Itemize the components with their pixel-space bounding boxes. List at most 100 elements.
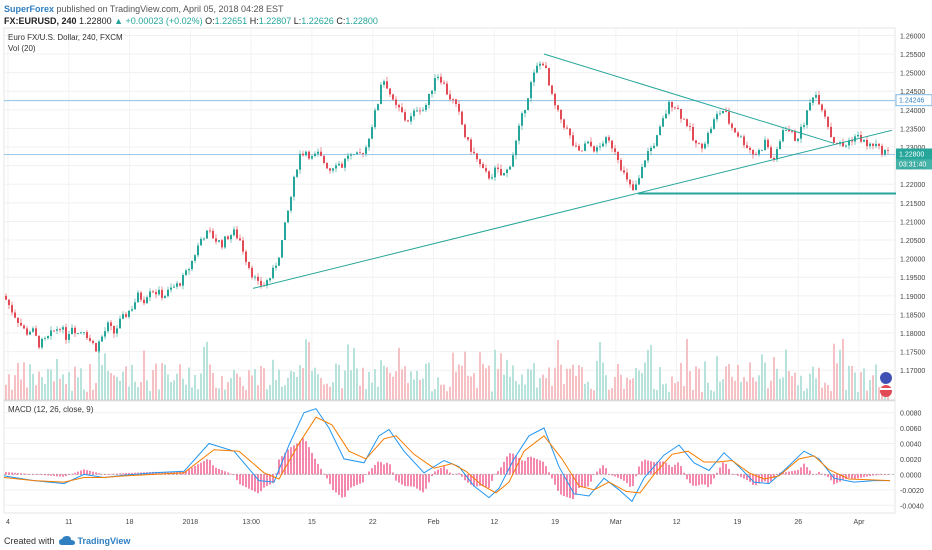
histogram-bar (200, 462, 202, 475)
volume-bar (824, 382, 826, 400)
candle-body (764, 139, 766, 150)
volume-bar (389, 372, 391, 400)
candle-body (674, 107, 676, 109)
candle-body (713, 119, 715, 129)
histogram-bar (635, 474, 637, 477)
histogram-bar (359, 474, 361, 484)
price-pane[interactable]: 1.26000 1.25500 1.25000 1.24500 1.24000 1.235… (3, 27, 932, 513)
volume-bar (533, 363, 535, 400)
candle-body (605, 137, 607, 144)
trendline[interactable] (252, 129, 893, 289)
histogram-bar (494, 473, 496, 475)
histogram-bar (869, 474, 871, 477)
volume-bar (596, 360, 598, 400)
macd-axis[interactable]: 0.0080 0.0060 0.0040 0.0020 0.0000 -0.0020 -0.… (900, 411, 924, 511)
histogram-bar (92, 471, 94, 475)
time-axis[interactable]: 4 11 18 2018 13:00 15 22 Feb 12 19 Mar 12 19 26 Apr (6, 519, 865, 526)
histogram-bar (317, 463, 319, 475)
volume-bar (314, 367, 316, 400)
histogram-bar (26, 473, 28, 475)
histogram-bar (734, 474, 736, 475)
line-price-text: 1.24246 (899, 98, 924, 105)
volume-bar (317, 374, 319, 400)
volume-bar (479, 352, 481, 400)
tradingview-logo[interactable]: TradingView (58, 536, 130, 546)
volume-bar (245, 389, 247, 400)
candle-body (299, 153, 301, 170)
candle-body (140, 292, 142, 300)
histogram-bar (566, 474, 568, 498)
volume-bar (437, 377, 439, 400)
volume-bar (407, 383, 409, 400)
volume-bar (290, 370, 292, 400)
candle-body (863, 139, 865, 142)
trendlines[interactable] (252, 53, 896, 289)
candle-body (203, 238, 205, 240)
candle-body (590, 141, 592, 147)
volume-bar (416, 370, 418, 400)
created-with-text: Created with (4, 536, 55, 546)
volume-bar (572, 364, 574, 400)
volume-bar (638, 370, 640, 400)
histogram-bar (884, 474, 886, 475)
histogram-bar (389, 464, 391, 475)
candle-body (305, 151, 307, 156)
histogram-bar (53, 474, 55, 477)
price-tick-label: 1.18000 (900, 331, 925, 338)
macd-tick-label: 0.0020 (900, 457, 922, 464)
price-change: +0.00023 (+0.02%) (125, 16, 203, 26)
histogram-bar (671, 467, 673, 475)
histogram-bar (878, 474, 880, 476)
histogram-bar (617, 474, 619, 478)
volume-bar (5, 384, 7, 400)
candle-body (734, 127, 736, 133)
volume-bar (365, 389, 367, 400)
volume-bar (644, 362, 646, 400)
histogram-bar (656, 461, 658, 475)
candle-body (11, 305, 13, 313)
candle-body (677, 107, 679, 109)
volume-bar (194, 374, 196, 400)
histogram-bar (338, 474, 340, 495)
histogram-bar (341, 474, 343, 498)
publisher-name[interactable]: SuperForex (4, 4, 55, 14)
candle-body (167, 289, 169, 297)
volume-bar (116, 376, 118, 400)
volume-bar (260, 365, 262, 400)
volume-bar (839, 349, 841, 400)
histogram-bar (113, 473, 115, 475)
histogram-bar (71, 473, 73, 475)
macd-pane[interactable]: 0.0080 0.0060 0.0040 0.0020 0.0000 -0.0020 -0.… (3, 400, 924, 514)
volume-bar (689, 371, 691, 400)
candle-body (344, 158, 346, 168)
candle-body (785, 130, 787, 131)
volume-bar (329, 386, 331, 400)
histogram-bar (230, 473, 232, 475)
countdown-text: 03:31:40 (899, 161, 926, 168)
histogram-bar (575, 474, 577, 495)
low-value: 1.22626 (301, 16, 334, 26)
volume-bar (554, 367, 556, 400)
trendline[interactable] (543, 53, 835, 144)
volume-bar (767, 388, 769, 400)
volume-bar (89, 364, 91, 400)
volume-bar (212, 373, 214, 400)
candle-body (287, 210, 289, 223)
candle-body (245, 251, 247, 262)
candle-body (515, 140, 517, 156)
volume-bar (488, 365, 490, 400)
candle-body (560, 109, 562, 120)
volume-bar (320, 377, 322, 400)
histogram-bar (242, 474, 244, 486)
volume-bar (611, 388, 613, 400)
volume-bar (161, 363, 163, 400)
chart-header: SuperForex published on TradingView.com,… (4, 3, 924, 29)
histogram-bar (194, 465, 196, 475)
histogram-bar (485, 474, 487, 487)
histogram-bar (434, 471, 436, 475)
histogram-bar (584, 474, 586, 487)
volume-bar (266, 389, 268, 400)
time-tick-label: Mar (610, 519, 623, 526)
price-axis[interactable]: 1.26000 1.25500 1.25000 1.24500 1.24000 1.235… (900, 33, 925, 375)
